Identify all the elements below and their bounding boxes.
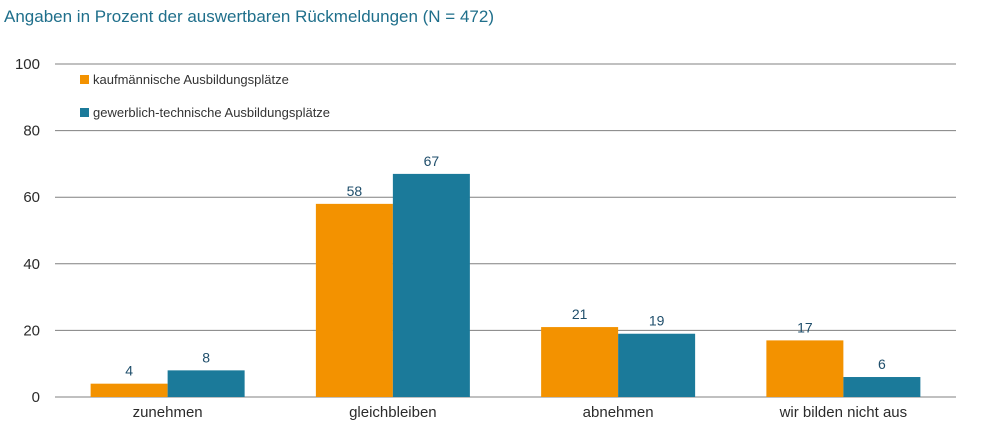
bar-kaufmaennisch-2 xyxy=(541,327,619,397)
y-tick-label: 0 xyxy=(32,389,40,406)
bar-gewerblich-1 xyxy=(392,173,470,397)
data-label: 67 xyxy=(424,153,440,169)
x-axis-categories: zunehmen gleichbleiben abnehmen wir bilden … xyxy=(133,404,908,421)
category-label: zunehmen xyxy=(133,404,203,421)
y-tick-label: 100 xyxy=(15,56,40,73)
bar-kaufmaennisch-1 xyxy=(315,203,393,397)
bars xyxy=(90,173,921,397)
legend-swatch-gewerblich xyxy=(80,108,89,117)
data-label: 4 xyxy=(125,363,133,379)
y-tick-label: 80 xyxy=(23,123,40,140)
y-tick-label: 60 xyxy=(23,189,40,206)
legend: kaufmännische Ausbildungsplätze gewerbli… xyxy=(80,72,330,120)
data-label: 21 xyxy=(572,306,588,322)
legend-swatch-kaufmaennisch xyxy=(80,75,89,84)
y-tick-label: 20 xyxy=(23,322,40,339)
y-axis-ticks: 0 20 40 60 80 100 xyxy=(15,56,40,406)
category-label: wir bilden nicht aus xyxy=(779,404,908,421)
data-label: 58 xyxy=(347,183,363,199)
bar-gewerblich-3 xyxy=(843,377,921,397)
category-label: abnehmen xyxy=(583,404,654,421)
chart-title: Angaben in Prozent der auswertbaren Rück… xyxy=(4,7,494,26)
legend-label-kaufmaennisch: kaufmännische Ausbildungsplätze xyxy=(93,72,289,87)
data-label: 8 xyxy=(202,349,210,365)
data-label: 6 xyxy=(878,356,886,372)
data-labels: 4 8 58 67 21 19 17 6 xyxy=(125,153,886,379)
data-label: 19 xyxy=(649,313,665,329)
legend-label-gewerblich: gewerblich-technische Ausbildungsplätze xyxy=(93,105,330,120)
bar-gewerblich-2 xyxy=(618,333,696,397)
bar-kaufmaennisch-0 xyxy=(90,383,168,397)
bar-gewerblich-0 xyxy=(167,370,245,397)
y-tick-label: 40 xyxy=(23,256,40,273)
data-label: 17 xyxy=(797,319,813,335)
category-label: gleichbleiben xyxy=(349,404,437,421)
bar-kaufmaennisch-3 xyxy=(766,340,844,397)
